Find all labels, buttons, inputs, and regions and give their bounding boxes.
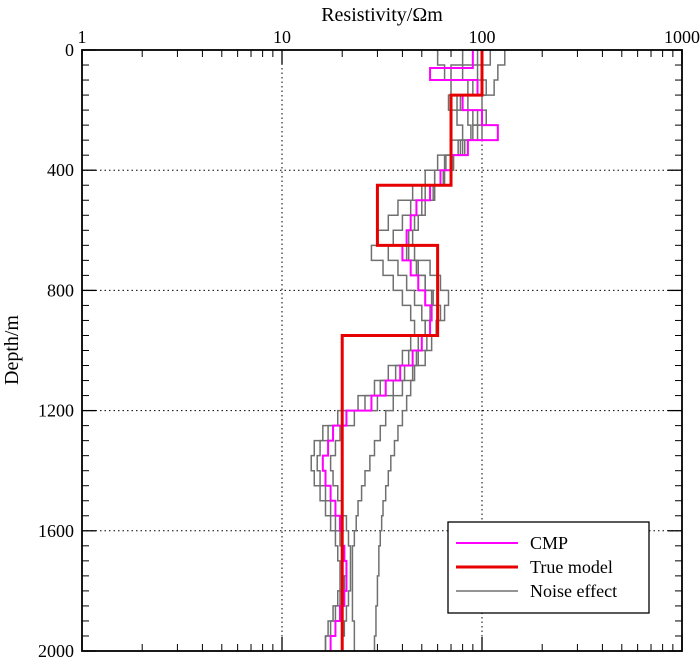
y-tick-label: 1600: [38, 521, 74, 541]
plot-frame: [81, 49, 683, 652]
legend: CMP True model Noise effect: [447, 521, 650, 614]
x-axis-title: Resistivity/Ωm: [321, 4, 443, 26]
y-tick-label: 2000: [38, 641, 74, 661]
y-tick-label: 1200: [38, 401, 74, 421]
legend-label-noise-effect: Noise effect: [530, 581, 617, 601]
y-tick-label: 400: [47, 160, 74, 180]
x-tick-label: 1000: [664, 27, 700, 47]
legend-label-cmp: CMP: [530, 533, 568, 553]
y-tick-label: 800: [47, 280, 74, 300]
x-tick-label: 100: [469, 27, 496, 47]
x-tick-label: 10: [273, 27, 291, 47]
series-line-noise-effect-3: [329, 50, 492, 651]
x-tick-label: 1: [78, 27, 87, 47]
axis-labels: 0 400 800 1200 1600 2000 1 10 100 1000: [38, 27, 700, 661]
y-axis-title: Depth/m: [1, 315, 23, 385]
series-line-true-model-0: [340, 50, 484, 651]
series-group: [310, 50, 506, 651]
y-tick-label: 0: [65, 40, 74, 60]
legend-label-true-model: True model: [530, 557, 613, 577]
